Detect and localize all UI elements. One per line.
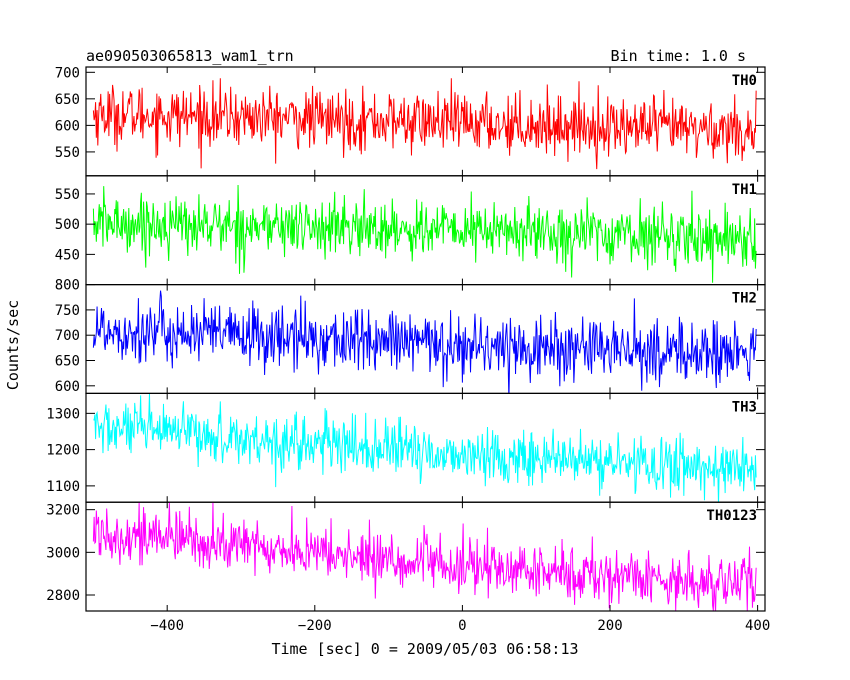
panel-frame [85, 501, 766, 612]
panel-th3: 1100 1200 1300 TH3 [46, 392, 766, 503]
y-tick-label: 650 [55, 354, 80, 370]
series-th2 [92, 290, 757, 394]
y-tick-label: 3200 [46, 503, 80, 519]
y-tick-label: 750 [55, 303, 80, 319]
x-tick-label: −400 [150, 618, 184, 634]
x-tick-label: 400 [745, 618, 770, 634]
chart-header-left: ae090503065813_wam1_trn [86, 47, 294, 65]
x-tick-label: 200 [597, 618, 622, 634]
series-th3 [93, 393, 757, 503]
chart-header-right: Bin time: 1.0 s [611, 47, 746, 65]
panel-th1: 450 500 550 TH1 [55, 175, 766, 286]
y-tick-label: 500 [55, 217, 80, 233]
panel-label: TH0123 [706, 508, 757, 524]
panel-label: TH2 [732, 291, 757, 307]
panel-th0: 550 600 650 700 TH0 [55, 65, 766, 177]
y-tick-label: 550 [55, 145, 80, 161]
panel-label: TH1 [732, 182, 757, 198]
y-tick-label: 1200 [46, 443, 80, 459]
y-tick-label: 1300 [46, 406, 80, 422]
series-th0123 [92, 502, 757, 612]
x-tick-label: −200 [298, 618, 332, 634]
panel-th0123: 2800 3000 3200 TH0123 [46, 501, 766, 612]
y-tick-label: 800 [55, 278, 80, 294]
y-axis-label: Counts/sec [4, 300, 22, 390]
x-axis-label: Time [sec] 0 = 2009/05/03 06:58:13 [271, 640, 578, 658]
y-tick-label: 700 [55, 328, 80, 344]
y-tick-label: 600 [55, 118, 80, 134]
series-th0 [92, 78, 757, 170]
y-tick-label: 450 [55, 247, 80, 263]
panel-th2: 600 650 700 750 800 TH2 [55, 278, 766, 395]
x-tick-label: 0 [458, 618, 466, 634]
y-tick-label: 2800 [46, 588, 80, 604]
y-tick-label: 3000 [46, 545, 80, 561]
y-tick-label: 550 [55, 187, 80, 203]
panels-group: 550 600 650 700 TH0 450 500 550 TH1 600 650 700 750 8… [46, 65, 770, 634]
y-tick-label: 1100 [46, 479, 80, 495]
series-th1 [92, 184, 757, 283]
panel-label: TH0 [732, 73, 757, 89]
y-tick-label: 650 [55, 92, 80, 108]
panel-label: TH3 [732, 399, 757, 415]
y-tick-label: 600 [55, 379, 80, 395]
y-tick-label: 700 [55, 65, 80, 81]
